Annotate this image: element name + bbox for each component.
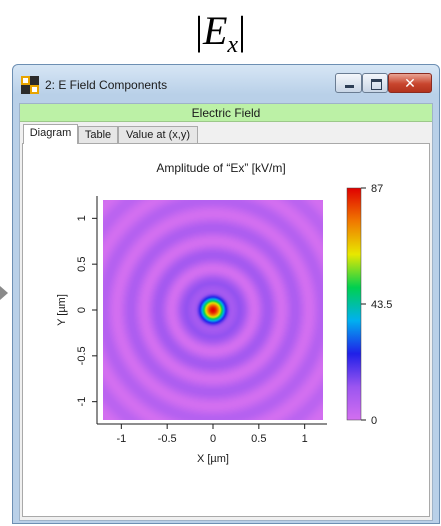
heading-symbol: E [202, 8, 228, 53]
y-tick-label: 1 [76, 215, 88, 221]
minimize-button[interactable] [335, 73, 362, 93]
grid-app-icon [21, 76, 39, 94]
window-title: 2: E Field Components [45, 78, 168, 92]
tab-strip: Diagram Table Value at (x,y) [20, 124, 432, 144]
e-field-window: 2: E Field Components ✕ Electric Field D… [12, 64, 440, 524]
x-tick-label: 1 [302, 433, 308, 445]
close-button[interactable]: ✕ [388, 73, 432, 93]
chart-title: Amplitude of “Ex” [kV/m] [156, 161, 285, 175]
colorbar-tick-label: 0 [371, 415, 377, 427]
y-axis-label: Y [µm] [56, 294, 68, 326]
minimize-icon [336, 74, 361, 92]
y-tick-label: -0.5 [76, 346, 88, 365]
window-titlebar[interactable]: 2: E Field Components ✕ [13, 65, 439, 105]
y-tick-label: 0 [76, 307, 88, 313]
header-band: Electric Field [20, 104, 432, 122]
heading-subscript: x [227, 32, 239, 58]
pointer-arrow-icon [0, 286, 8, 300]
diagram-panel: Amplitude of “Ex” [kV/m] -1 -0.5 0 0.5 1 -1 -0.… [22, 143, 430, 517]
tab-value-at[interactable]: Value at (x,y) [118, 126, 198, 143]
x-tick-label: 0 [210, 433, 216, 445]
maximize-icon [363, 74, 387, 92]
tab-diagram[interactable]: Diagram [23, 124, 78, 144]
maximize-button[interactable] [362, 73, 388, 93]
colorbar [346, 187, 362, 421]
x-tick-label: 0.5 [251, 433, 266, 445]
window-content: Electric Field Diagram Table Value at (x… [19, 103, 433, 521]
y-tick-label: -1 [76, 397, 88, 407]
tab-table[interactable]: Table [78, 126, 118, 143]
x-tick-label: -1 [116, 433, 126, 445]
colorbar-tick-label: 43.5 [371, 299, 392, 311]
heatmap-image [103, 200, 323, 420]
close-icon: ✕ [404, 75, 416, 91]
field-heading: |Ex| [194, 8, 247, 58]
x-tick-label: -0.5 [158, 433, 177, 445]
y-tick-label: 0.5 [76, 257, 88, 272]
colorbar-tick-label: 87 [371, 183, 383, 195]
amplitude-chart: Amplitude of “Ex” [kV/m] -1 -0.5 0 0.5 1 -1 -0.… [56, 161, 392, 465]
x-axis-label: X [µm] [197, 453, 229, 465]
